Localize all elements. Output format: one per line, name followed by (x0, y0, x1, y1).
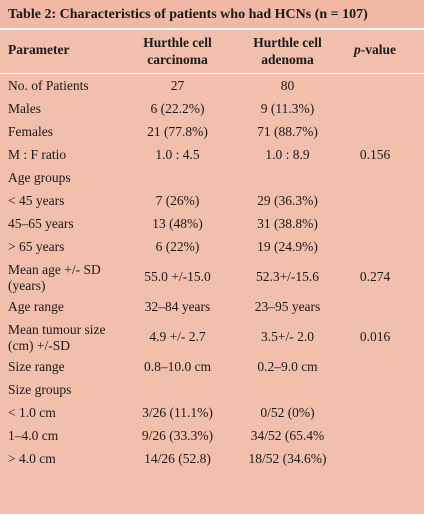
header-carcinoma-line2: carcinoma (147, 52, 208, 67)
table-row: Size range 0.8–10.0 cm 0.2–9.0 cm (0, 355, 424, 378)
cell-adenoma: 0.2–9.0 cm (257, 359, 318, 374)
header-adenoma: Hurthle cell adenoma (225, 34, 350, 68)
table-row: M : F ratio 1.0 : 4.5 1.0 : 8.9 0.156 (0, 143, 424, 166)
cell-adenoma: 18/52 (34.6%) (248, 451, 327, 466)
cell-parameter: Mean tumour size (cm) +/-SD (8, 322, 106, 353)
cell-carcinoma: 32–84 years (144, 299, 211, 314)
table-row: Age range 32–84 years 23–95 years (0, 295, 424, 318)
cell-parameter: 1–4.0 cm (8, 428, 59, 443)
table-row: No. of Patients 27 80 (0, 74, 424, 97)
cell-carcinoma: 6 (22%) (155, 239, 200, 254)
cell-adenoma: 0/52 (0%) (260, 405, 315, 420)
table-header: Parameter Hurthle cell carcinoma Hurthle… (0, 30, 424, 74)
cell-carcinoma: 0.8–10.0 cm (143, 359, 212, 374)
table-row: Mean age +/- SD (years) 55.0 +/-15.0 52.3+… (0, 258, 424, 295)
header-carcinoma-line1: Hurthle cell (143, 35, 212, 50)
cell-adenoma: 31 (38.8%) (257, 216, 318, 231)
header-pvalue-p: p (354, 42, 361, 57)
cell-carcinoma: 4.9 +/- 2.7 (149, 329, 206, 344)
cell-parameter: M : F ratio (8, 147, 67, 162)
table-row: > 65 years 6 (22%) 19 (24.9%) (0, 235, 424, 258)
table-row: < 45 years 7 (26%) 29 (36.3%) (0, 189, 424, 212)
table-body: No. of Patients 27 80 Males 6 (22.2%) 9 (11.3… (0, 74, 424, 470)
cell-parameter: 45–65 years (8, 216, 74, 231)
table-row: 45–65 years 13 (48%) 31 (38.8%) (0, 212, 424, 235)
cell-adenoma: 3.5+/- 2.0 (261, 329, 314, 344)
cell-parameter: Size range (8, 359, 65, 374)
table-row: > 4.0 cm 14/26 (52.8) 18/52 (34.6%) (0, 447, 424, 470)
table-row: 1–4.0 cm 9/26 (33.3%) 34/52 (65.4% (0, 424, 424, 447)
table-row: Age groups (0, 166, 424, 189)
header-adenoma-line1: Hurthle cell (253, 35, 322, 50)
cell-parameter: Males (8, 101, 41, 116)
cell-carcinoma: 3/26 (11.1%) (142, 405, 213, 420)
table-row: Mean tumour size (cm) +/-SD 4.9 +/- 2.7 3.… (0, 318, 424, 355)
cell-adenoma: 34/52 (65.4% (250, 428, 325, 443)
cell-carcinoma: 7 (26%) (155, 193, 200, 208)
cell-parameter: Mean age +/- SD (years) (8, 262, 101, 293)
header-parameter: Parameter (8, 42, 70, 57)
cell-carcinoma: 6 (22.2%) (150, 101, 205, 116)
cell-parameter: > 4.0 cm (8, 451, 56, 466)
cell-carcinoma: 55.0 +/-15.0 (144, 269, 211, 284)
cell-parameter: > 65 years (8, 239, 65, 254)
table-row: Size groups (0, 378, 424, 401)
cell-parameter: Age groups (8, 170, 71, 185)
cell-adenoma: 52.3+/-15.6 (255, 269, 320, 284)
table-row: Males 6 (22.2%) 9 (11.3%) (0, 97, 424, 120)
table-row: Females 21 (77.8%) 71 (88.7%) (0, 120, 424, 143)
header-carcinoma: Hurthle cell carcinoma (115, 34, 240, 68)
header-adenoma-line2: adenoma (261, 52, 314, 67)
cell-parameter: < 45 years (8, 193, 65, 208)
cell-parameter: Size groups (8, 382, 72, 397)
cell-adenoma: 29 (36.3%) (257, 193, 318, 208)
cell-parameter: No. of Patients (8, 78, 89, 93)
table-bottom-rule (0, 514, 424, 516)
cell-carcinoma: 9/26 (33.3%) (141, 428, 214, 443)
cell-adenoma: 23–95 years (254, 299, 321, 314)
cell-parameter: Females (8, 124, 53, 139)
cell-adenoma: 80 (280, 78, 295, 93)
cell-carcinoma: 1.0 : 4.5 (155, 147, 200, 162)
header-pvalue-rest: -value (360, 42, 396, 57)
cell-carcinoma: 14/26 (52.8) (144, 451, 211, 466)
cell-carcinoma: 21 (77.8%) (147, 124, 208, 139)
cell-adenoma: 9 (11.3%) (260, 101, 315, 116)
cell-carcinoma: 13 (48%) (152, 216, 203, 231)
cell-pvalue: 0.016 (359, 329, 391, 344)
header-pvalue: p-value (330, 42, 420, 58)
cell-adenoma: 1.0 : 8.9 (265, 147, 310, 162)
cell-carcinoma: 27 (170, 78, 185, 93)
cell-parameter: < 1.0 cm (8, 405, 56, 420)
cell-pvalue: 0.156 (359, 147, 391, 162)
cell-parameter: Age range (8, 299, 64, 314)
cell-pvalue: 0.274 (359, 269, 391, 284)
cell-adenoma: 71 (88.7%) (257, 124, 318, 139)
table-row: < 1.0 cm 3/26 (11.1%) 0/52 (0%) (0, 401, 424, 424)
table-title: Table 2: Characteristics of patients who… (0, 0, 424, 30)
cell-adenoma: 19 (24.9%) (257, 239, 318, 254)
